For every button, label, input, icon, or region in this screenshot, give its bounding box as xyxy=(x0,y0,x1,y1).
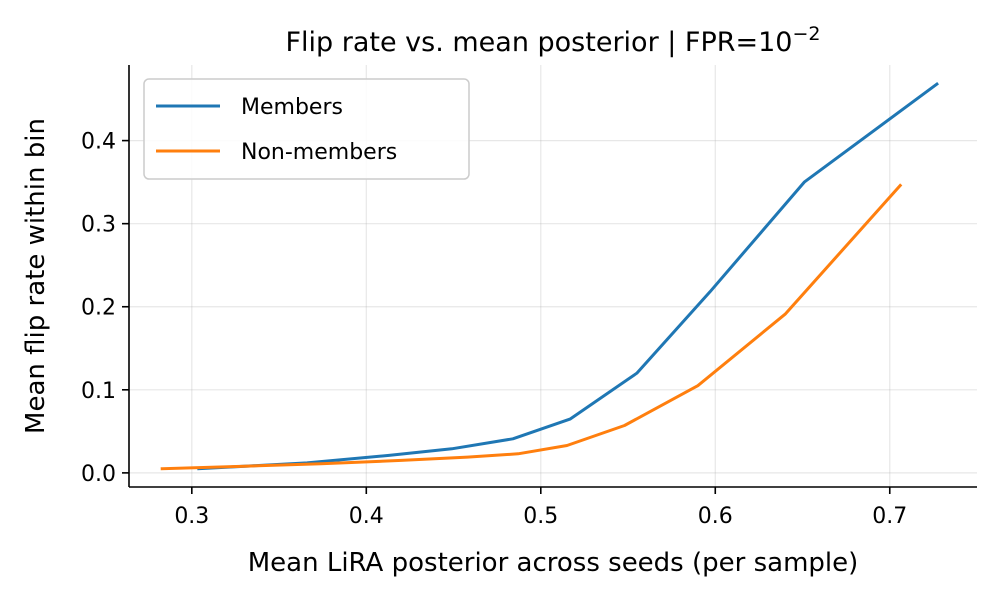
x-tick-label: 0.7 xyxy=(872,504,907,529)
x-tick-label: 0.6 xyxy=(698,504,733,529)
series-lines xyxy=(160,82,939,471)
y-tick-label: 0.2 xyxy=(81,296,116,321)
legend-label-non-members: Non-members xyxy=(241,140,397,165)
axes xyxy=(128,65,977,488)
x-tick-label: 0.4 xyxy=(349,504,384,529)
legend-label-members: Members xyxy=(241,95,343,120)
y-tick-label: 0.0 xyxy=(81,462,116,487)
x-tick-label: 0.5 xyxy=(523,504,558,529)
x-tick-label: 0.3 xyxy=(174,504,209,529)
x-axis-label: Mean LiRA posterior across seeds (per sa… xyxy=(248,548,859,578)
series-line-members xyxy=(197,82,939,471)
legend: Members Non-members xyxy=(143,78,470,180)
title-superscript: −2 xyxy=(793,23,821,45)
y-tick-label: 0.1 xyxy=(81,379,116,404)
legend-box xyxy=(143,78,470,180)
chart-title: Flip rate vs. mean posterior | FPR=10−2 xyxy=(285,23,820,58)
series-line-non-members xyxy=(160,183,903,471)
y-axis-label: Mean flip rate within bin xyxy=(21,118,51,434)
ticks: 0.3 0.4 0.5 0.6 0.7 0.0 0.1 0.2 0.3 0.4 xyxy=(81,130,907,529)
grid xyxy=(129,65,977,487)
y-tick-label: 0.3 xyxy=(81,213,116,238)
y-tick-label: 0.4 xyxy=(81,130,116,155)
